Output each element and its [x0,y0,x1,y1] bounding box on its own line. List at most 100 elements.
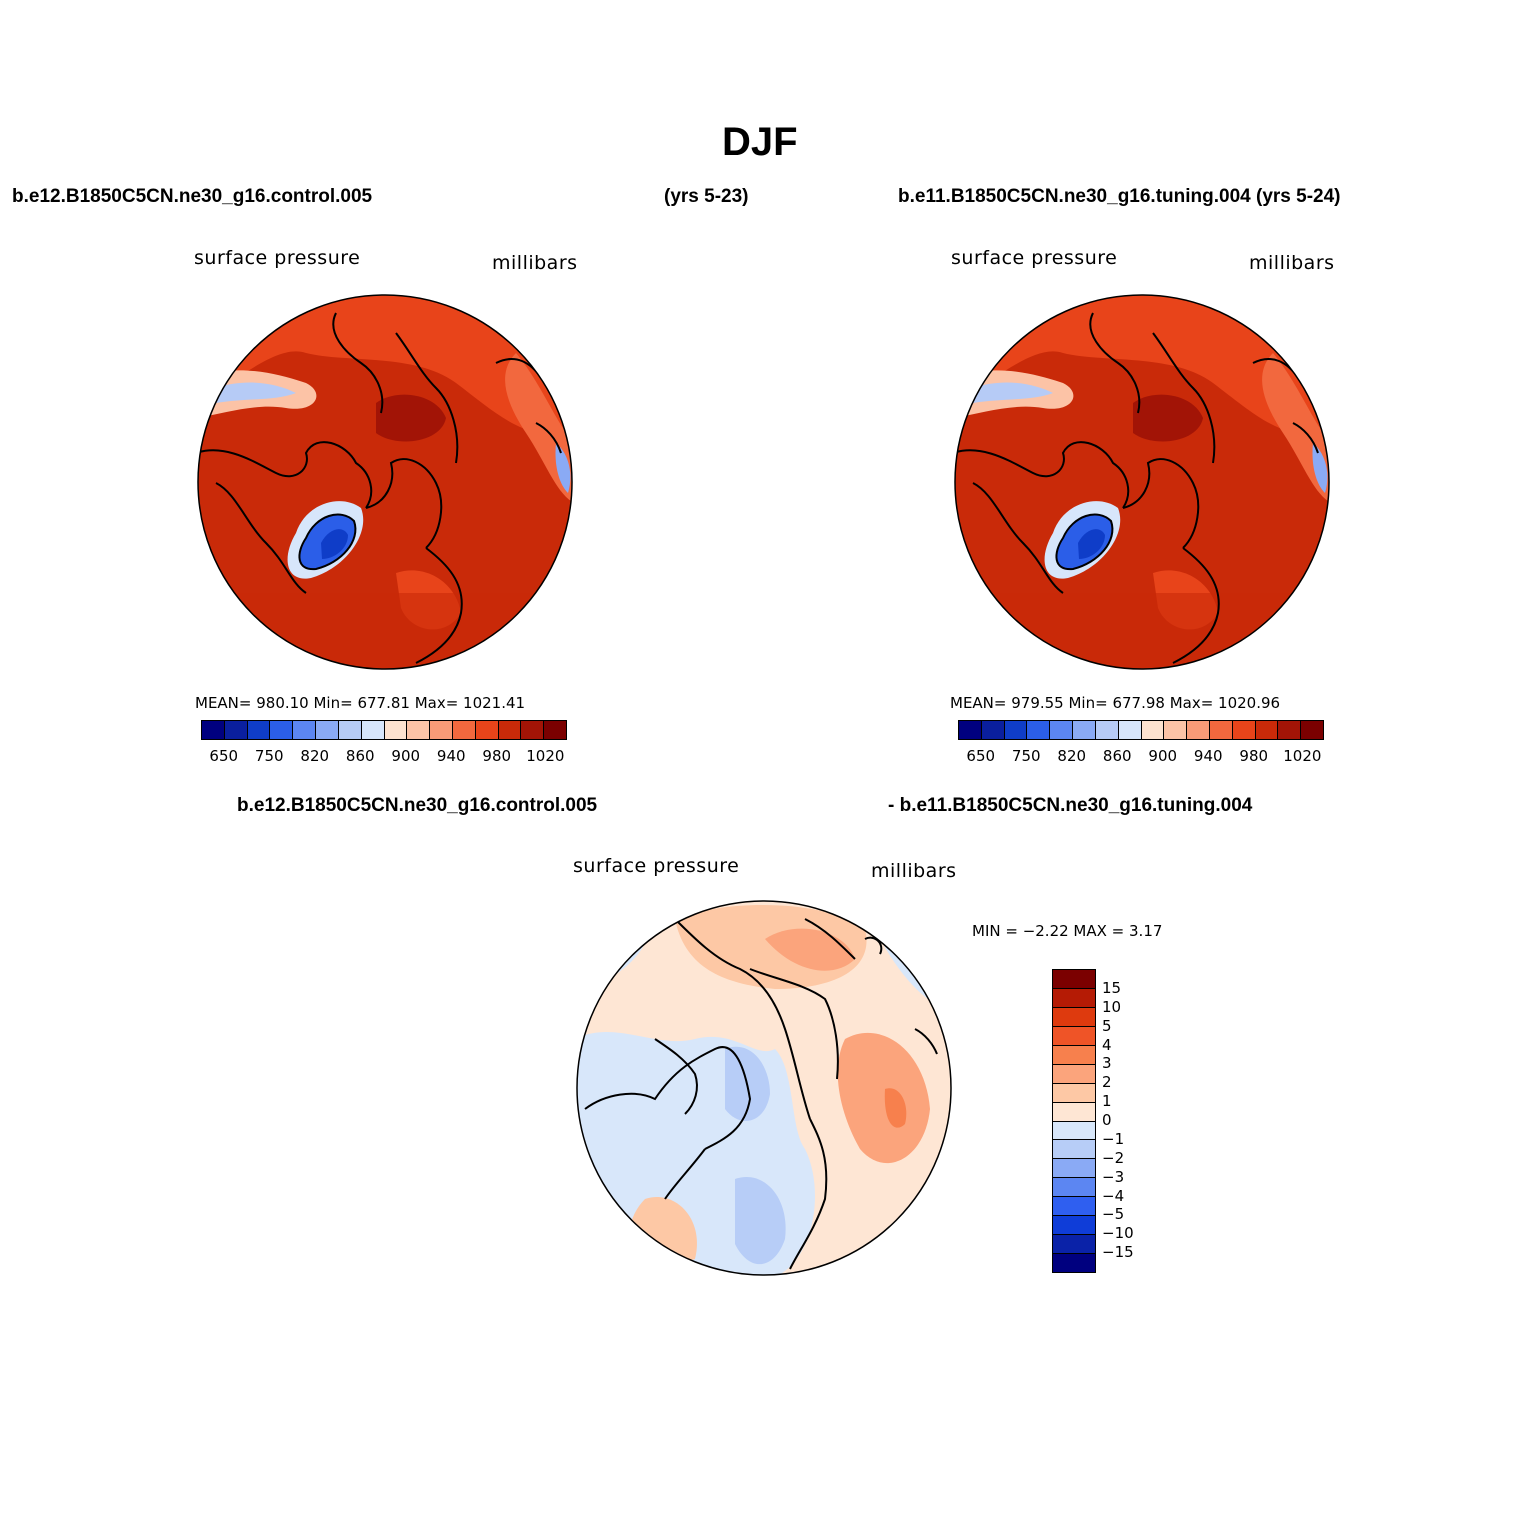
colorbar-tick-label: 650 [209,747,239,765]
colorbar-tick-label: 1 [1102,1092,1112,1111]
colorbar-swatch [1053,970,1095,989]
siberian-high [376,394,446,442]
colorbar-swatch [384,721,408,739]
colorbar-tick-label: 940 [1193,747,1223,765]
colorbar-swatch [430,721,453,739]
diff-case-b: - b.e11.B1850C5CN.ne30_g16.tuning.004 [888,795,1253,816]
colorbar-swatch [1053,1159,1095,1179]
colorbar-tick-label: 0 [1102,1111,1112,1129]
colorbar-tick-label: 4 [1102,1035,1112,1054]
right-case-title: b.e11.B1850C5CN.ne30_g16.tuning.004 (yrs… [898,186,1341,207]
colorbar-swatch [1053,1121,1095,1141]
diff-case-a: b.e12.B1850C5CN.ne30_g16.control.005 [237,795,598,816]
colorbar-swatch [202,721,225,739]
colorbar-swatch [1050,721,1074,739]
colorbar-tick-label: 980 [1239,747,1269,765]
colorbar-swatch [1118,721,1142,739]
page-title: DJF [722,120,798,164]
colorbar-swatch [1164,721,1188,739]
right-variable-label: surface pressure [951,247,1118,269]
colorbar-tick-label: 820 [300,747,330,765]
colorbar-tick-label: 650 [966,747,996,765]
colorbar-swatch [1053,1083,1095,1103]
colorbar-tick-label: 860 [345,747,375,765]
colorbar-tick-label: −1 [1102,1129,1125,1148]
colorbar-tick-label: 5 [1102,1016,1112,1035]
colorbar-swatch [247,721,271,739]
pacific-low [198,295,572,435]
colorbar-tick-label: 900 [391,747,421,765]
pacific-low [955,295,1329,435]
siberian-high [1133,394,1203,442]
colorbar-swatch [1095,721,1119,739]
colorbar-tick-label: 2 [1102,1073,1112,1092]
colorbar-swatch [452,721,476,739]
left-case-title: b.e12.B1850C5CN.ne30_g16.control.005 [12,186,373,207]
colorbar-tick-label: 10 [1102,997,1122,1016]
colorbar-swatch [1301,721,1323,739]
difference-colorbar [1052,969,1096,1273]
colorbar-swatch [498,721,522,739]
colorbar-swatch [1053,1102,1095,1122]
colorbar-tick-label: 860 [1102,747,1132,765]
colorbar-swatch [293,721,317,739]
colorbar-swatch [981,721,1005,739]
right-colorbar [958,720,1324,740]
colorbar-swatch [224,721,248,739]
colorbar-swatch [1141,721,1165,739]
tibet-low [555,443,571,493]
colorbar-tick-label: 750 [1011,747,1041,765]
colorbar-tick-label: 900 [1148,747,1178,765]
colorbar-swatch [407,721,431,739]
colorbar-tick-label: 940 [436,747,466,765]
difference-polar-map [576,900,952,1276]
tibet-low [1312,443,1328,493]
right-polar-map [954,294,1330,670]
colorbar-swatch [1053,1140,1095,1160]
diff-stats: MIN = −2.22 MAX = 3.17 [972,922,1163,940]
colorbar-tick-label: −3 [1102,1167,1125,1186]
colorbar-swatch [316,721,339,739]
colorbar-tick-label: −10 [1102,1224,1134,1243]
colorbar-swatch [1053,1254,1095,1272]
left-colorbar [201,720,567,740]
colorbar-swatch [1053,1216,1095,1236]
colorbar-swatch [1073,721,1096,739]
colorbar-tick-label: 1020 [526,747,565,765]
left-units-label: millibars [492,252,578,274]
diff-variable-label: surface pressure [573,855,740,877]
colorbar-swatch [1053,1045,1095,1065]
colorbar-tick-label: 750 [254,747,284,765]
colorbar-swatch [544,721,566,739]
colorbar-tick-label: 1020 [1283,747,1322,765]
colorbar-swatch [1053,1007,1095,1027]
colorbar-swatch [521,721,545,739]
colorbar-swatch [1053,1026,1095,1046]
right-stats: MEAN= 979.55 Min= 677.98 Max= 1020.96 [950,694,1281,712]
colorbar-swatch [1053,1197,1095,1217]
left-stats: MEAN= 980.10 Min= 677.81 Max= 1021.41 [195,694,526,712]
left-variable-label: surface pressure [194,247,361,269]
left-years: (yrs 5-23) [664,186,749,207]
right-units-label: millibars [1249,252,1335,274]
colorbar-swatch [1187,721,1210,739]
colorbar-tick-label: 3 [1102,1054,1112,1073]
colorbar-swatch [959,721,982,739]
colorbar-swatch [361,721,385,739]
colorbar-swatch [270,721,294,739]
left-polar-map [197,294,573,670]
colorbar-tick-label: 820 [1057,747,1087,765]
colorbar-swatch [1004,721,1028,739]
colorbar-swatch [1209,721,1233,739]
colorbar-tick-label: 980 [482,747,512,765]
colorbar-swatch [1053,1064,1095,1084]
colorbar-tick-label: −15 [1102,1243,1134,1262]
colorbar-swatch [1255,721,1279,739]
positive-region [837,1032,930,1164]
colorbar-swatch [338,721,362,739]
colorbar-swatch [1027,721,1051,739]
diff-units-label: millibars [871,860,957,882]
colorbar-swatch [1278,721,1302,739]
colorbar-swatch [475,721,499,739]
colorbar-tick-label: −5 [1102,1205,1125,1224]
